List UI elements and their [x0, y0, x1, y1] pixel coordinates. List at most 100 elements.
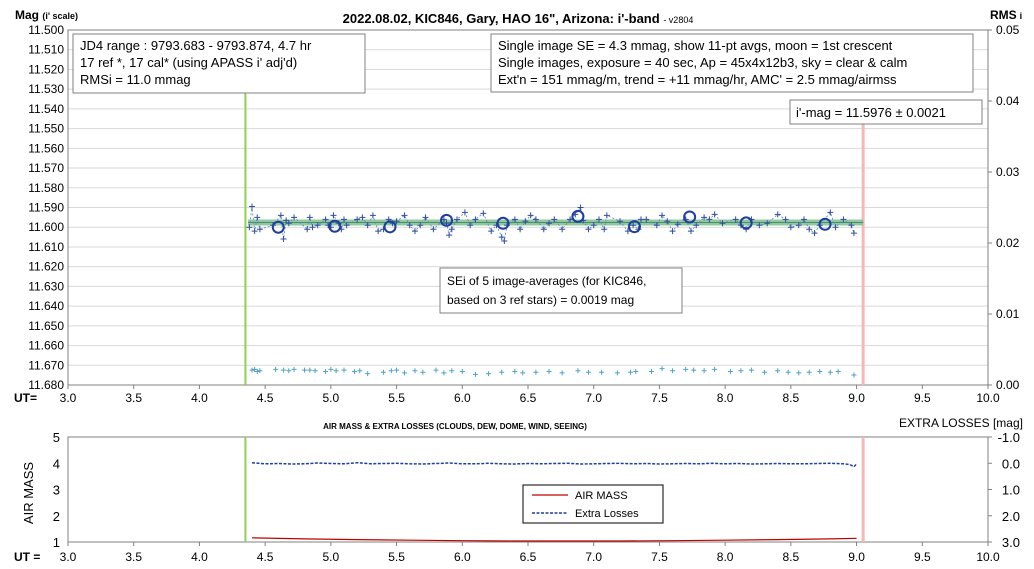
single-image-point — [664, 218, 671, 225]
single-image-point — [756, 222, 763, 229]
rms-point — [394, 367, 400, 373]
rms-point — [499, 369, 505, 375]
rms-point — [775, 368, 781, 374]
x-tick-label: 6.5 — [520, 550, 537, 564]
single-image-point — [567, 216, 574, 223]
rms-point — [486, 371, 492, 377]
main-y2-ticks: 0.00 0.01 0.02 0.03 0.04 0.05 — [988, 23, 1020, 392]
x-tick-label: 7.5 — [651, 550, 668, 564]
single-image-point — [659, 212, 666, 219]
rms-point — [633, 369, 639, 375]
rms-point — [851, 372, 857, 378]
single-image-point — [488, 228, 495, 235]
average-point — [571, 209, 585, 223]
rms-point — [449, 368, 455, 374]
annotation-box-session: JD4 range : 9793.683 - 9793.874, 4.7 hr … — [72, 33, 366, 94]
y-tick-label: 11.570 — [28, 161, 64, 175]
single-image-point — [669, 228, 676, 235]
rms-point — [762, 369, 768, 375]
rms-point — [748, 367, 754, 373]
single-image-point — [354, 216, 361, 223]
rms-point — [312, 368, 318, 374]
y2-tick-label: 0.03 — [996, 165, 1020, 179]
rms-point — [575, 368, 581, 374]
extra-losses-series-line — [251, 461, 858, 468]
annotation-line: Single image SE = 4.3 mmag, show 11-pt a… — [498, 38, 893, 53]
x-tick-label: 10.0 — [976, 391, 1000, 405]
rms-point — [441, 370, 447, 376]
x-tick-label: 8.5 — [783, 550, 800, 564]
extra-losses-tick-label: -1.0 — [998, 430, 1020, 445]
extra-losses-y-ticks: 3.0 2.0 1.0 0.0 -1.0 — [988, 430, 1020, 550]
y2-tick-label: 0.04 — [996, 94, 1020, 108]
airmass-x-ticks: 3.0 3.5 4.0 4.5 5.0 5.5 6.0 6.5 7.0 7.5 8.0 8.5 9.0 9… — [60, 542, 1000, 564]
annotation-box-session-frame — [72, 33, 366, 94]
single-image-point — [577, 204, 584, 211]
x-tick-label: 9.0 — [848, 550, 865, 564]
y-tick-label: 11.620 — [28, 260, 64, 274]
rms-point — [380, 369, 386, 375]
average-point — [328, 219, 342, 233]
legend-extra-losses-label: Extra Losses — [575, 508, 639, 520]
annotation-box-sei: SEi of 5 image-averages (for KIC846, bas… — [439, 267, 683, 314]
main-y-axis-title: Mag (i' scale) — [15, 8, 78, 22]
rms-point — [659, 366, 665, 372]
single-image-point — [249, 203, 255, 210]
single-image-point — [375, 228, 382, 235]
rms-point — [286, 368, 292, 374]
single-image-point — [551, 216, 558, 223]
legend-airmass-label: AIR MASS — [575, 490, 628, 502]
airmass-y-tick-label: 4 — [53, 456, 60, 471]
single-image-point — [422, 214, 429, 221]
single-image-point — [801, 216, 807, 223]
main-y-ticks: 11.500 11.510 11.520 11.530 11.540 11.550 11.5… — [28, 23, 64, 392]
rms-point — [273, 366, 279, 372]
rms-point — [281, 367, 287, 373]
y-tick-label: 11.520 — [28, 62, 64, 76]
x-tick-label: 6.5 — [520, 391, 537, 405]
single-image-point — [840, 216, 847, 223]
rms-point — [533, 369, 539, 375]
y-tick-label: 11.580 — [28, 181, 64, 195]
single-image-point — [283, 217, 290, 224]
rms-point — [796, 370, 802, 376]
annotation-line: based on 3 ref stars) = 0.0019 mag — [447, 293, 634, 307]
single-image-point — [643, 216, 650, 223]
average-point — [627, 220, 641, 234]
single-image-point — [341, 216, 347, 223]
y-tick-label: 11.600 — [28, 220, 64, 234]
average-point — [440, 213, 454, 227]
single-image-point — [480, 210, 487, 217]
extra-losses-tick-label: 0.0 — [1002, 456, 1020, 471]
annotation-line: i'-mag = 11.5976 ± 0.0021 — [796, 105, 946, 120]
rms-point — [691, 367, 697, 373]
airmass-y-tick-label: 5 — [53, 430, 60, 445]
rms-point — [352, 369, 358, 375]
rms-point — [412, 368, 418, 374]
single-image-trace — [249, 206, 855, 243]
rms-point — [670, 368, 676, 374]
single-image-point — [330, 212, 337, 219]
single-image-point — [706, 216, 713, 223]
single-image-point — [850, 230, 857, 237]
single-image-point — [467, 222, 474, 229]
rms-point — [683, 366, 689, 372]
single-image-point — [774, 211, 781, 218]
single-image-point — [511, 216, 518, 223]
y-tick-label: 11.670 — [28, 358, 64, 372]
x-tick-label: 8.0 — [717, 391, 734, 405]
airmass-axis-title: AIR MASS — [21, 462, 36, 524]
single-image-point — [246, 224, 253, 231]
average-points — [271, 209, 832, 234]
single-image-point — [764, 220, 771, 227]
single-image-point — [472, 216, 479, 223]
y-tick-label: 11.530 — [28, 82, 64, 96]
single-image-point — [848, 222, 855, 229]
single-image-points — [246, 203, 857, 245]
single-image-point — [314, 222, 321, 229]
single-image-point — [827, 209, 834, 216]
single-image-point — [277, 212, 284, 219]
airmass-y-tick-label: 1 — [53, 535, 60, 550]
single-image-point — [417, 222, 424, 229]
